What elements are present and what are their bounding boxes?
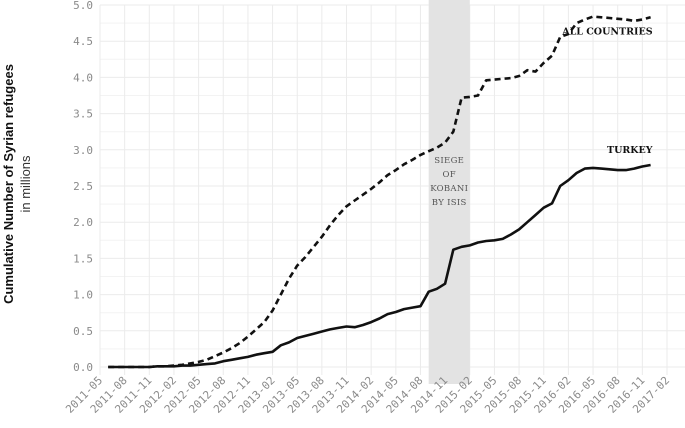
grid-lines — [99, 4, 685, 375]
series-line-all-countries — [108, 15, 651, 369]
y-tick-labels: 0.0 0.5 1.0 1.5 2.0 2.5 3.0 3.5 4.0 4.5 5.0 — [73, 0, 93, 374]
y-tick-label: 2.0 — [73, 216, 93, 229]
series-label-turkey: TURKEY — [607, 145, 653, 156]
y-tick-label: 4.5 — [73, 35, 93, 48]
series-label-all-countries: ALL COUNTRIES — [561, 26, 652, 37]
series-labels: ALL COUNTRIES TURKEY — [561, 26, 653, 156]
y-tick-label: 1.0 — [73, 289, 93, 302]
y-tick-label: 1.5 — [73, 252, 93, 265]
kobani-shade-rect — [428, 0, 470, 384]
y-tick-label: 3.0 — [73, 144, 93, 157]
kobani-shaded-region: SIEGE OF KOBANI BY ISIS — [428, 0, 470, 384]
y-tick-label: 5.0 — [73, 0, 93, 12]
kobani-label-line: OF — [443, 170, 456, 180]
y-axis-title: Cumulative Number of Syrian refugees — [1, 64, 16, 304]
y-tick-label: 2.5 — [73, 180, 93, 193]
series-line-turkey — [108, 163, 651, 369]
y-axis-subtitle: in millions — [18, 155, 33, 213]
kobani-label-line: BY ISIS — [432, 198, 467, 208]
x-tick-labels: 2011-052011-082011-112012-022012-052012-… — [63, 374, 672, 416]
series-lines — [108, 15, 651, 369]
kobani-label-line: SIEGE — [434, 156, 464, 166]
y-tick-label: 4.0 — [73, 71, 93, 84]
y-tick-label: 0.5 — [73, 325, 93, 338]
y-tick-label: 0.0 — [73, 361, 93, 374]
kobani-label-line: KOBANI — [430, 184, 468, 194]
y-tick-label: 3.5 — [73, 108, 93, 121]
